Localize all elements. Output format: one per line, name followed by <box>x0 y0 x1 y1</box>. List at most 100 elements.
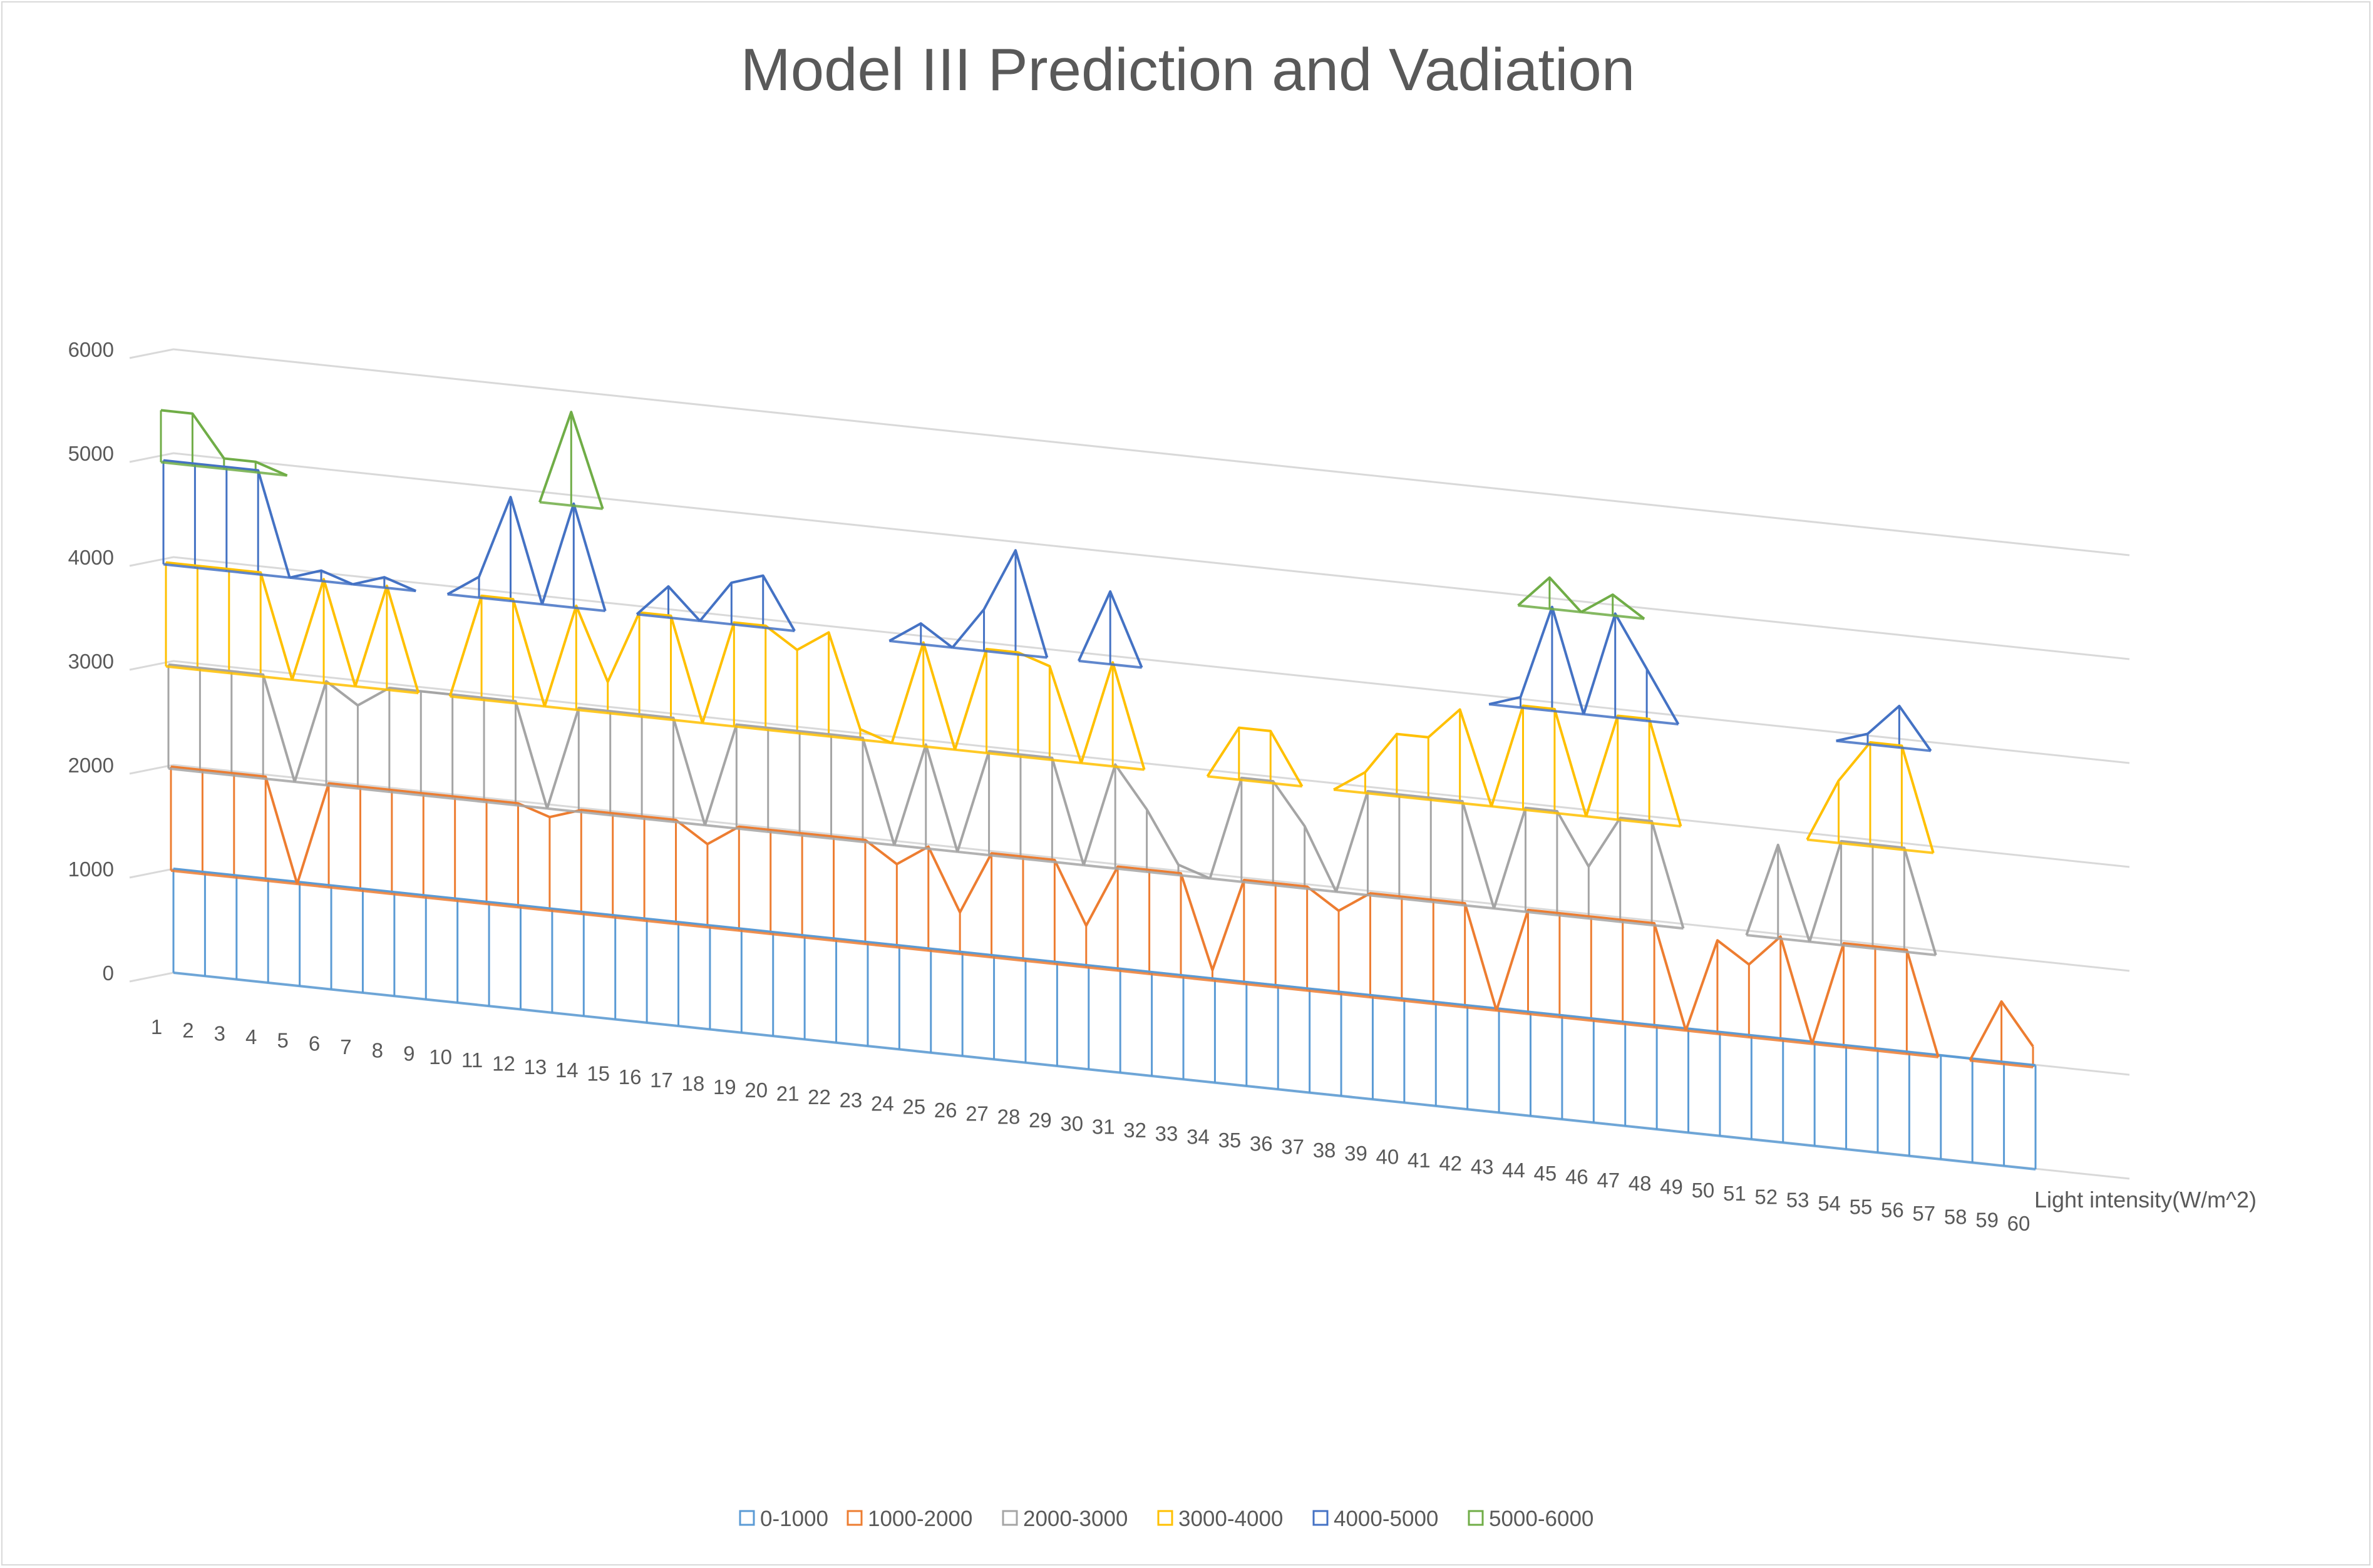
series-baseline-2000-3000 <box>168 767 295 784</box>
x-tick-label: 1 <box>151 1015 162 1038</box>
x-tick-label: 10 <box>429 1045 452 1068</box>
series-baseline-3000-4000 <box>1806 838 1933 854</box>
series-baseline-2000-3000 <box>1746 933 1810 943</box>
series-line-2000-3000 <box>293 680 548 809</box>
x-tick-label: 55 <box>1850 1195 1873 1218</box>
series-baseline-5000-6000 <box>539 501 603 510</box>
x-tick-label: 16 <box>619 1065 642 1089</box>
series-line-4000-5000 <box>446 496 543 605</box>
series-line-4000-5000 <box>888 622 954 649</box>
x-tick-label: 33 <box>1155 1122 1178 1145</box>
series-baseline-4000-5000 <box>1583 713 1679 725</box>
series-line-4000-5000 <box>1077 590 1143 669</box>
series-baseline-2000-3000 <box>1493 907 1684 930</box>
series-line-2000-3000 <box>1335 789 1496 909</box>
legend-label: 3000-4000 <box>1178 1507 1283 1531</box>
series-line-3000-4000 <box>1585 714 1682 827</box>
series-baseline-3000-4000 <box>1207 775 1302 788</box>
x-tick-label: 21 <box>776 1082 800 1105</box>
x-tick-label: 31 <box>1092 1115 1115 1139</box>
x-tick-label: 3 <box>214 1022 225 1045</box>
x-tick-label: 15 <box>587 1062 610 1085</box>
x-tick-label: 45 <box>1534 1162 1557 1185</box>
legend-swatch <box>1157 1510 1173 1526</box>
series-line-1000-2000 <box>296 782 1498 1011</box>
series-line-3000-4000 <box>165 561 294 680</box>
series-line-3000-4000 <box>448 594 546 707</box>
x-tick-label: 11 <box>461 1048 483 1072</box>
series-line-2000-3000 <box>1493 806 1685 929</box>
legend-item: 1000-2000 <box>847 1507 972 1531</box>
legend-item: 4000-5000 <box>1312 1507 1438 1531</box>
series-baseline-2000-3000 <box>1210 877 1337 893</box>
x-tick-label: 60 <box>2007 1212 2031 1235</box>
series-baseline-1000-2000 <box>1496 1009 1686 1032</box>
gridline <box>129 660 2130 868</box>
legend-swatch <box>1312 1510 1329 1526</box>
legend-swatch <box>1468 1510 1484 1526</box>
gridline <box>129 556 2130 764</box>
series-line-3000-4000 <box>1806 741 1935 854</box>
series-line-3000-4000 <box>1206 726 1304 787</box>
x-tick-label: 47 <box>1597 1169 1620 1192</box>
legend-label: 1000-2000 <box>868 1507 972 1531</box>
gridlines <box>129 348 2130 1180</box>
series-baseline-3000-4000 <box>355 685 419 695</box>
legend: 0-1000 1000-2000 2000-3000 3000-4000 4000-50… <box>739 1507 1593 1531</box>
series-line-3000-4000 <box>890 641 957 751</box>
series-baseline-4000-5000 <box>353 583 416 593</box>
x-tick-label: 9 <box>403 1042 414 1065</box>
series-line-4000-5000 <box>540 502 607 612</box>
series-baseline-3000-4000 <box>1491 805 1587 818</box>
x-tick-label: 46 <box>1565 1165 1588 1188</box>
series-line-4000-5000 <box>1582 612 1680 725</box>
series-baseline-3000-4000 <box>544 705 703 725</box>
series-line-4000-5000 <box>951 549 1049 658</box>
legend-label: 5000-6000 <box>1489 1507 1593 1531</box>
series-baseline-4000-5000 <box>1488 703 1584 716</box>
series-line-2000-3000 <box>1082 763 1211 880</box>
x-tick-label: 25 <box>902 1095 925 1119</box>
x-tick-label: 24 <box>871 1092 894 1115</box>
x-tick-label: 2 <box>182 1018 193 1042</box>
series-baseline-3000-4000 <box>1333 788 1492 808</box>
series-baseline-5000-6000 <box>1518 604 1582 613</box>
gridline <box>129 764 2130 972</box>
y-tick-label: 1000 <box>68 858 114 881</box>
legend-item: 3000-4000 <box>1157 1507 1283 1531</box>
series-line-4000-5000 <box>1488 605 1585 715</box>
series-line-2000-3000 <box>893 743 959 853</box>
x-tick-label: 19 <box>713 1075 736 1099</box>
series-line-1000-2000 <box>170 765 299 884</box>
series-line-3000-4000 <box>291 578 357 687</box>
series-line-2000-3000 <box>168 663 296 782</box>
x-tick-label: 26 <box>934 1099 957 1122</box>
x-tick-label: 13 <box>524 1055 547 1079</box>
y-tick-label: 2000 <box>68 754 114 777</box>
y-tick-label: 4000 <box>68 546 114 569</box>
x-axis-title: Light intensity(W/m^2) <box>2034 1187 2257 1212</box>
series-baseline-1000-2000 <box>1811 1042 1938 1058</box>
series-baseline-1000-2000 <box>297 883 1497 1012</box>
legend-item: 2000-3000 <box>1002 1507 1128 1531</box>
x-tick-label: 43 <box>1471 1156 1494 1179</box>
series-line-5000-6000 <box>1580 593 1645 620</box>
x-tick-label: 35 <box>1218 1129 1241 1152</box>
x-tick-label: 4 <box>245 1025 257 1048</box>
series-line-5000-6000 <box>538 411 604 510</box>
legend-item: 5000-6000 <box>1468 1507 1593 1531</box>
x-tick-label: 53 <box>1786 1189 1809 1212</box>
y-tick-label: 6000 <box>68 338 114 361</box>
series-baseline-4000-5000 <box>542 603 605 613</box>
x-tick-label: 12 <box>492 1052 515 1075</box>
x-tick-label: 52 <box>1754 1185 1778 1208</box>
series-line-3000-4000 <box>1333 708 1493 807</box>
x-tick-label: 22 <box>808 1085 831 1109</box>
series-baseline-2000-3000 <box>957 850 1084 867</box>
series-line-3000-4000 <box>1490 704 1588 817</box>
series-line-4000-5000 <box>289 569 354 586</box>
series-baseline-4000-5000 <box>1836 739 1931 752</box>
x-tick-label: 58 <box>1944 1205 1967 1228</box>
series-line-2000-3000 <box>704 723 896 846</box>
x-tick-label: 39 <box>1344 1142 1367 1165</box>
